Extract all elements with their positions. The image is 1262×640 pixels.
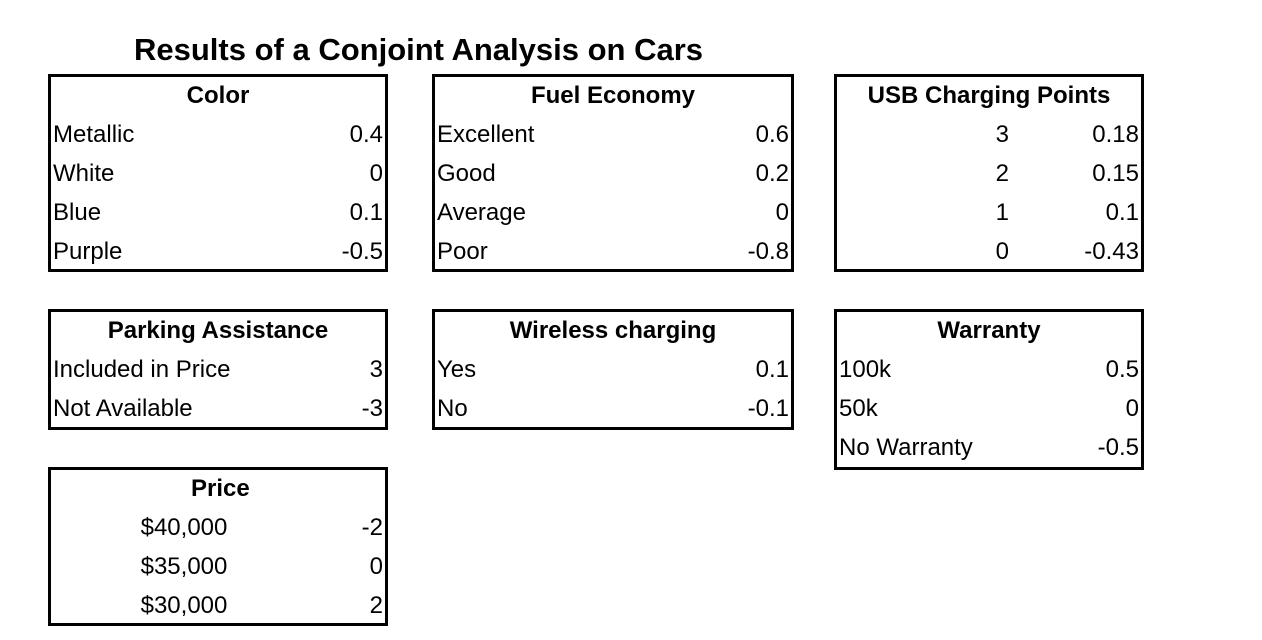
row-value: 0.5: [1105, 356, 1139, 383]
table-row: No -0.1: [435, 389, 791, 428]
row-label: White: [53, 160, 115, 187]
table-row: Purple -0.5: [51, 232, 385, 271]
table-fuel-economy: Fuel Economy Excellent 0.6 Good 0.2 Averag…: [432, 74, 794, 272]
row-label: $35,000: [140, 553, 228, 580]
row-label: 2: [995, 160, 1009, 187]
row-value: -0.5: [341, 238, 383, 265]
table-header: Fuel Economy: [530, 82, 696, 109]
table-row: 1 0.1: [837, 193, 1141, 232]
row-label: Included in Price: [53, 356, 231, 383]
row-value: 0.4: [349, 121, 383, 148]
table-row: Included in Price 3: [51, 350, 385, 389]
table-price: Price $40,000 -2 $35,000 0 $30,000 2: [48, 467, 388, 626]
row-label: Metallic: [53, 121, 135, 148]
table-row: Blue 0.1: [51, 193, 385, 232]
row-value: 0.1: [1105, 199, 1139, 226]
table-row: $40,000 -2: [51, 508, 385, 547]
row-label: 1: [995, 199, 1009, 226]
row-label: No: [437, 395, 468, 422]
table-row: $30,000 2: [51, 586, 385, 625]
row-value: 0.15: [1092, 160, 1139, 187]
row-label: Good: [437, 160, 496, 187]
row-value: -0.5: [1097, 434, 1139, 461]
row-value: 0.6: [755, 121, 789, 148]
row-value: 2: [369, 592, 383, 619]
row-label: 3: [995, 121, 1009, 148]
row-value: 0: [369, 553, 383, 580]
table-usb-charging-points: USB Charging Points 3 0.18 2 0.15 1 0.1 0 -0…: [834, 74, 1144, 272]
table-row: Yes 0.1: [435, 350, 791, 389]
row-value: -3: [361, 395, 383, 422]
row-value: 0.2: [755, 160, 789, 187]
table-row: No Warranty -0.5: [837, 428, 1141, 467]
row-label: Blue: [53, 199, 102, 226]
table-row: White 0: [51, 154, 385, 193]
table-wireless-charging: Wireless charging Yes 0.1 No -0.1: [432, 309, 794, 430]
table-row: 50k 0: [837, 389, 1141, 428]
table-header: Warranty: [937, 317, 1041, 344]
row-value: 0.1: [349, 199, 383, 226]
row-value: 0.18: [1092, 121, 1139, 148]
row-label: Average: [437, 199, 526, 226]
page-title: Results of a Conjoint Analysis on Cars: [134, 32, 704, 67]
row-label: 0: [995, 238, 1009, 265]
table-warranty: Warranty 100k 0.5 50k 0 No Warranty -0.5: [834, 309, 1144, 470]
table-row: Not Available -3: [51, 389, 385, 428]
row-value: -0.8: [747, 238, 789, 265]
row-label: $30,000: [140, 592, 228, 619]
row-value: 0: [775, 199, 789, 226]
table-header: Price: [191, 475, 250, 502]
row-label: Poor: [437, 238, 488, 265]
row-value: 0: [369, 160, 383, 187]
table-row: Metallic 0.4: [51, 115, 385, 154]
table-color: Color Metallic 0.4 White 0 Blue 0.1 Purple -…: [48, 74, 388, 272]
table-row: 2 0.15: [837, 154, 1141, 193]
table-header: Parking Assistance: [107, 317, 329, 344]
table-row: $35,000 0: [51, 547, 385, 586]
row-value: -0.43: [1084, 238, 1139, 265]
table-row: Excellent 0.6: [435, 115, 791, 154]
table-row: 3 0.18: [837, 115, 1141, 154]
table-row: Average 0: [435, 193, 791, 232]
table-row: Poor -0.8: [435, 232, 791, 271]
table-header: USB Charging Points: [867, 82, 1111, 109]
row-label: $40,000: [140, 514, 228, 541]
row-label: Yes: [437, 356, 477, 383]
row-label: Excellent: [437, 121, 535, 148]
row-value: 3: [369, 356, 383, 383]
table-header: Wireless charging: [509, 317, 717, 344]
row-label: 100k: [839, 356, 892, 383]
row-value: -2: [361, 514, 383, 541]
row-value: -0.1: [747, 395, 789, 422]
row-label: Not Available: [53, 395, 193, 422]
table-row: 0 -0.43: [837, 232, 1141, 271]
table-row: 100k 0.5: [837, 350, 1141, 389]
table-parking-assistance: Parking Assistance Included in Price 3 No…: [48, 309, 388, 430]
table-row: Good 0.2: [435, 154, 791, 193]
row-label: Purple: [53, 238, 123, 265]
row-value: 0: [1125, 395, 1139, 422]
table-header: Color: [186, 82, 250, 109]
row-label: No Warranty: [839, 434, 973, 461]
row-label: 50k: [839, 395, 878, 422]
row-value: 0.1: [755, 356, 789, 383]
